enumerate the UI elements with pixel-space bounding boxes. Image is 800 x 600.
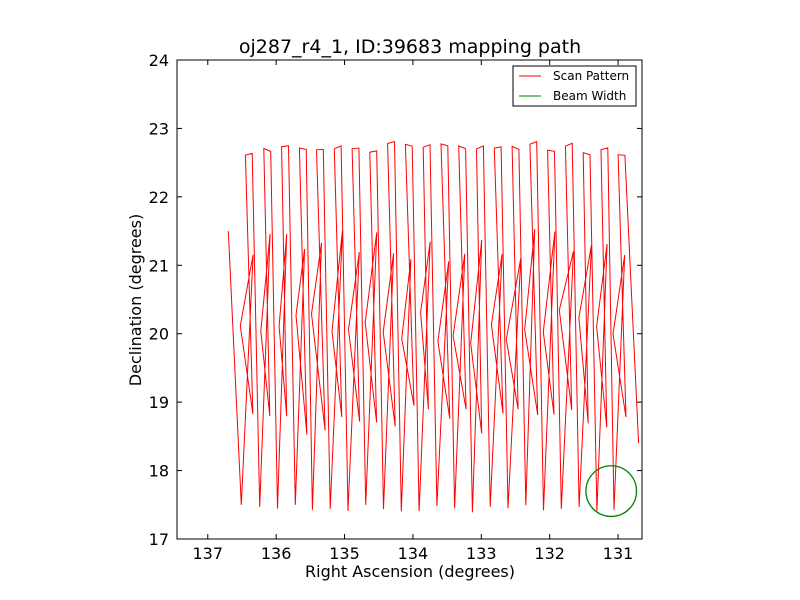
x-tick-label: 133 bbox=[466, 544, 497, 563]
beam-width-series bbox=[585, 465, 638, 518]
legend-label-scan: Scan Pattern bbox=[553, 69, 629, 83]
plot-frame bbox=[176, 59, 643, 540]
legend-frame bbox=[512, 65, 637, 107]
scan-pattern-line bbox=[227, 140, 640, 513]
x-tick-label: 137 bbox=[192, 544, 223, 563]
x-tick-label: 132 bbox=[534, 544, 565, 563]
x-axis: 137 136 135 134 133 132 131 bbox=[192, 60, 633, 563]
y-tick-label: 22 bbox=[149, 188, 169, 207]
x-tick-label: 134 bbox=[398, 544, 429, 563]
y-axis-label: Declination (degrees) bbox=[126, 214, 145, 386]
y-tick-label: 19 bbox=[149, 393, 169, 412]
x-axis-label: Right Ascension (degrees) bbox=[305, 562, 515, 581]
y-tick-label: 24 bbox=[149, 51, 169, 70]
scan-pattern-series bbox=[227, 140, 640, 513]
x-tick-label: 131 bbox=[603, 544, 634, 563]
beam-width-circle bbox=[585, 465, 638, 518]
y-tick-label: 17 bbox=[149, 530, 169, 549]
y-tick-label: 20 bbox=[149, 325, 169, 344]
legend-label-beam: Beam Width bbox=[553, 89, 626, 103]
y-tick-label: 18 bbox=[149, 462, 169, 481]
x-tick-label: 136 bbox=[261, 544, 292, 563]
y-axis: 17 18 19 20 21 22 23 24 bbox=[149, 51, 642, 549]
x-tick-label: 135 bbox=[329, 544, 360, 563]
y-tick-label: 23 bbox=[149, 119, 169, 138]
chart-title: oj287_r4_1, ID:39683 mapping path bbox=[239, 36, 581, 58]
y-tick-label: 21 bbox=[149, 256, 169, 275]
legend: Scan Pattern Beam Width bbox=[512, 65, 637, 107]
